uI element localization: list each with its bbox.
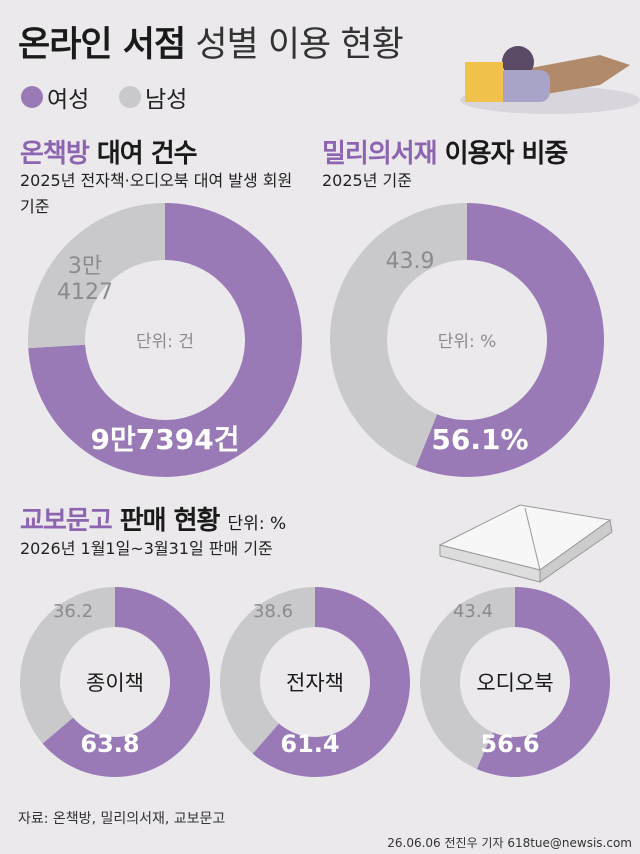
section-title: 교보문고 판매 현황 단위: % [20,506,287,536]
center-label: 전자책 [286,671,344,695]
credit: 26.06.06 전진우 기자 618tue@newsis.com [387,836,632,850]
value-label: 3만 4127 [57,254,113,305]
center-label: 단위: % [438,332,497,352]
book-illustration [438,504,613,583]
donut-segment [252,587,410,777]
section-subtitle: 2025년 전자책·오디오북 대여 발생 회원 기준 [20,171,293,216]
value-label: 9만7394건 [90,423,240,456]
donut-segment [476,587,611,777]
reader-illustration [460,46,640,114]
donut-segment [415,203,604,477]
value-label: 43.9 [385,249,435,274]
center-label: 단위: 건 [136,332,194,352]
donut-segment [28,203,303,478]
donut-segment [27,203,165,349]
section-title: 밀리의서재 이용자 비중 [322,139,568,169]
donut-segment [42,587,210,777]
donut-segment [420,587,515,769]
value-label: 43.4 [452,601,494,622]
value-label: 36.2 [52,601,94,622]
donut-segment [329,203,467,468]
title: 온라인 서점 성별 이용 현황 [18,25,404,65]
legend-label: 남성 [145,87,188,113]
section-subtitle: 2026년 1월1일~3월31일 판매 기준 [20,539,273,558]
value-label: 56.6 [480,730,540,758]
value-label: 63.8 [80,730,140,758]
section-subtitle: 2025년 기준 [322,171,412,190]
center-label: 종이책 [86,671,144,695]
donut-segment [220,587,315,754]
legend-label: 여성 [47,87,90,113]
source: 자료: 온책방, 밀리의서재, 교보문고 [18,811,226,827]
value-label: 38.6 [252,601,294,622]
value-label: 56.1% [431,423,529,456]
value-label: 61.4 [280,730,340,758]
donut-segment [19,587,115,744]
section-title: 온책방 대여 건수 [20,139,198,169]
center-label: 오디오북 [476,671,553,695]
